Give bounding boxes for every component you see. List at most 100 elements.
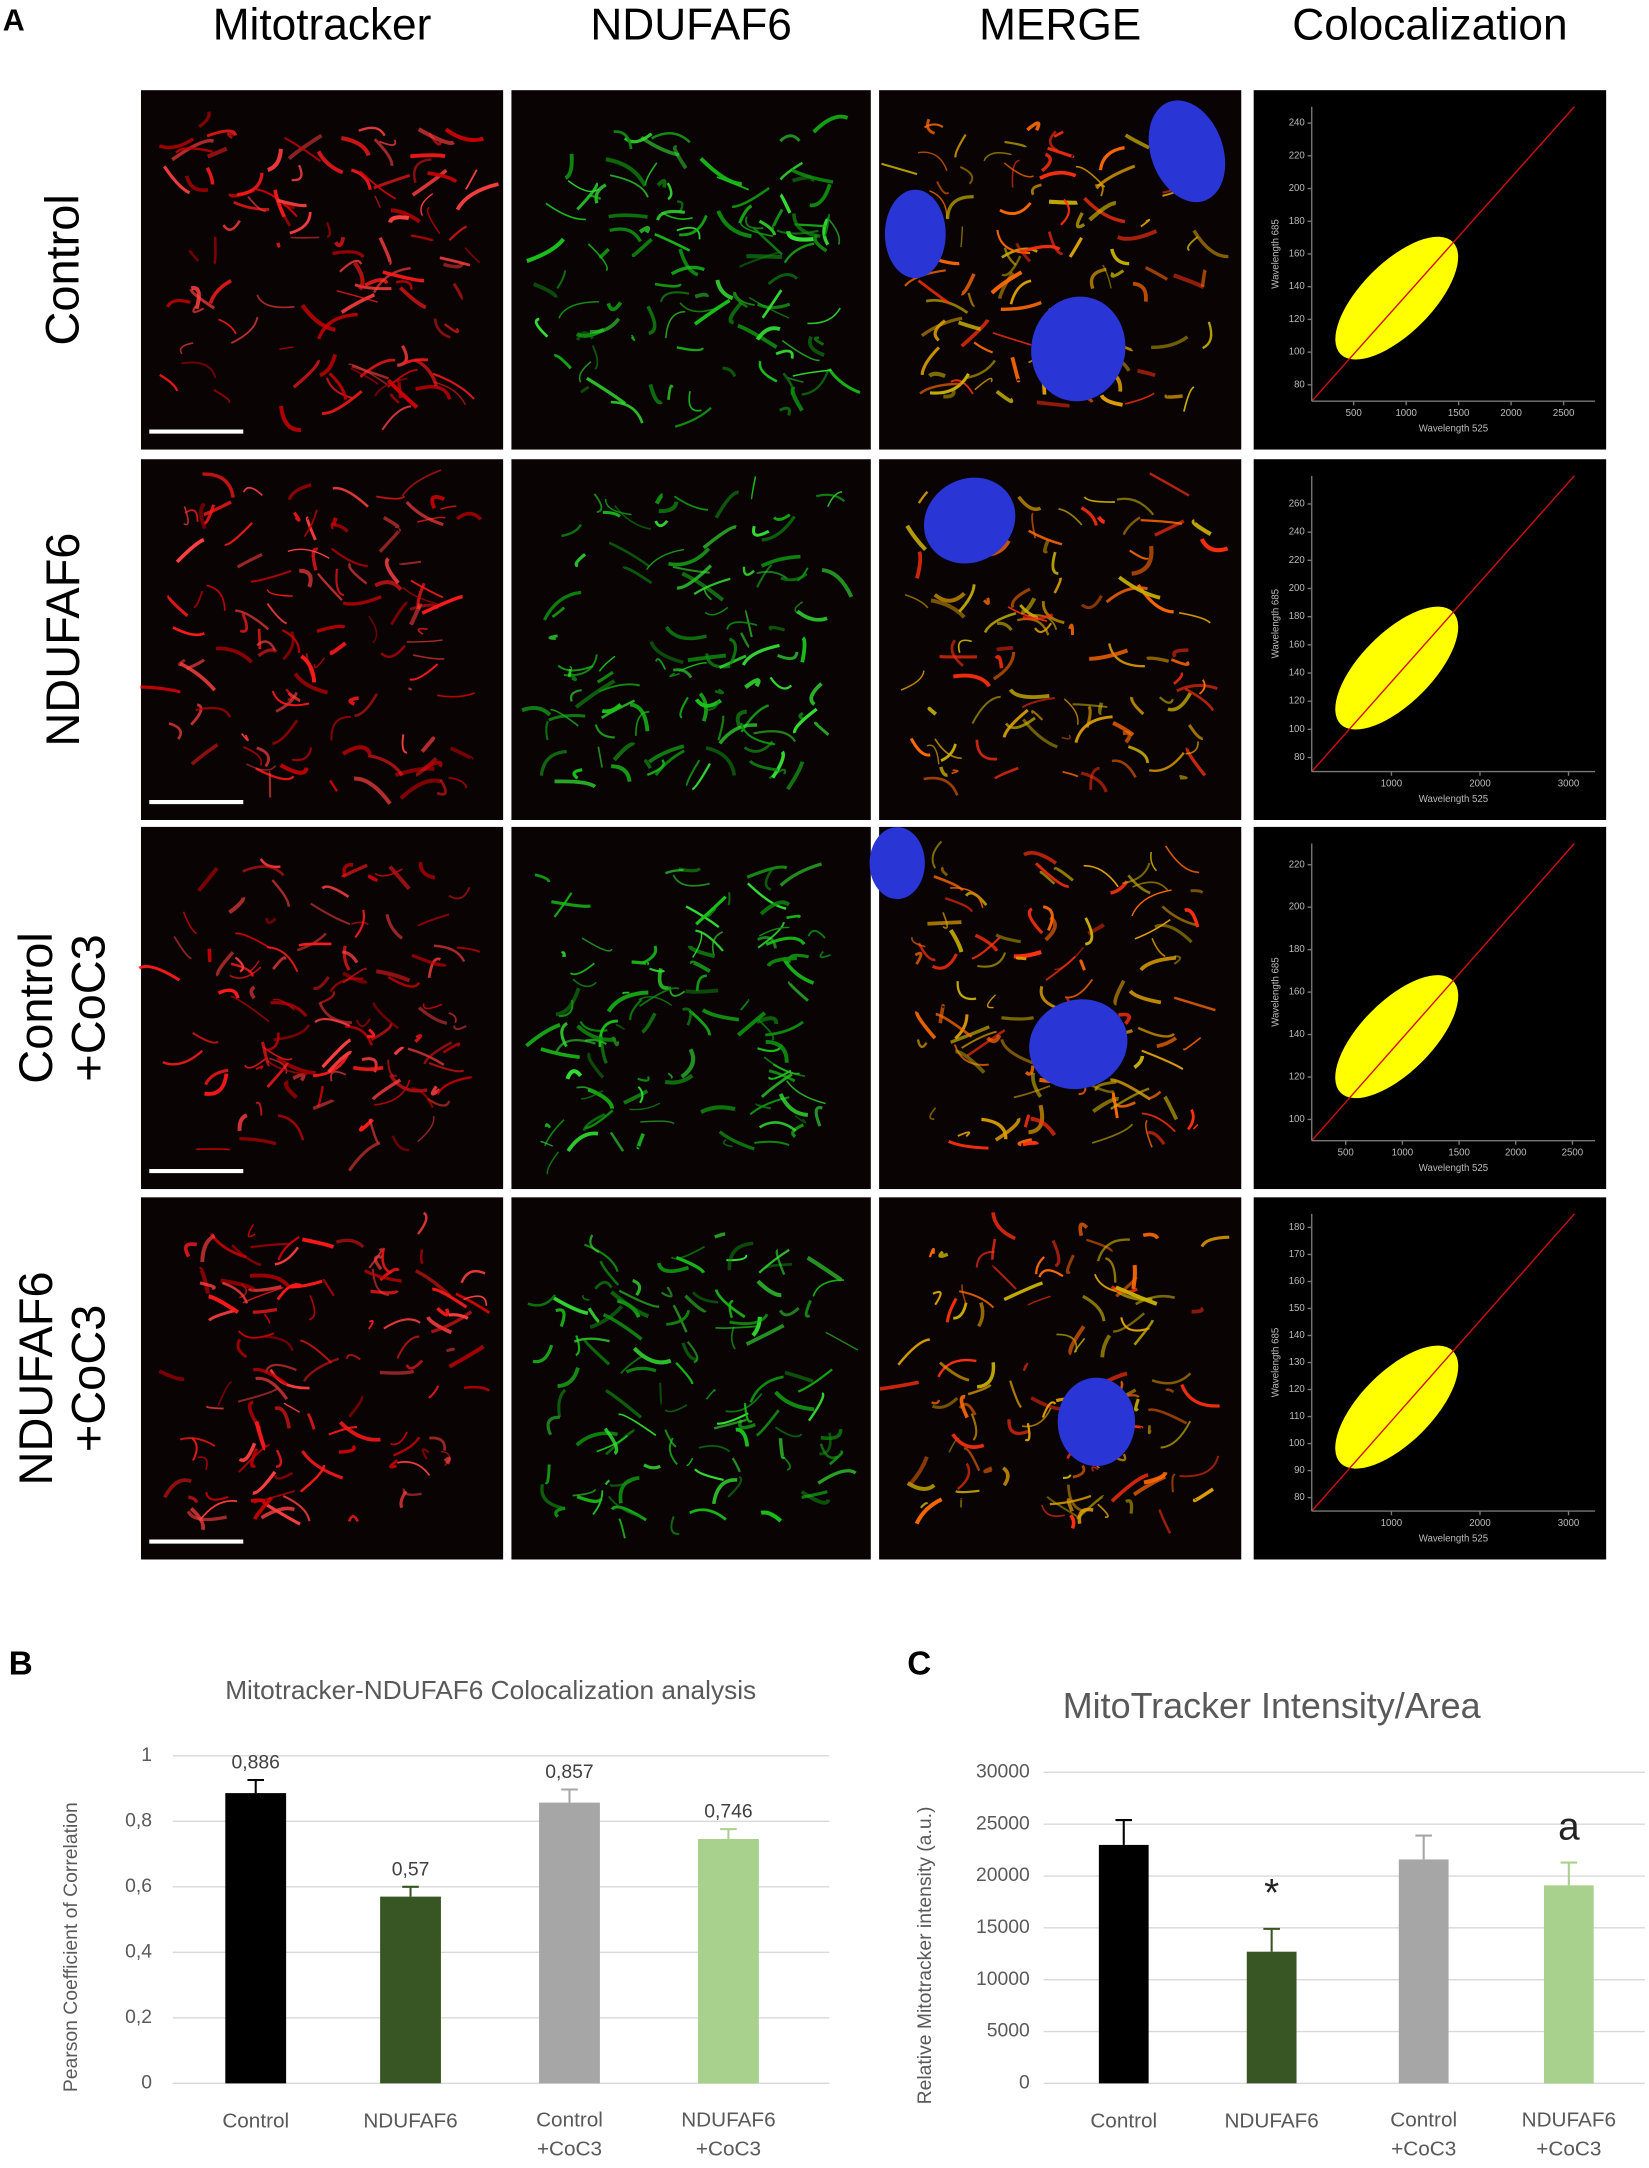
mitochondria	[1063, 698, 1079, 725]
mitochondria	[1089, 648, 1129, 661]
mitochondria	[229, 966, 262, 979]
mitochondria	[555, 1039, 596, 1053]
mitochondria	[986, 1034, 1002, 1044]
mitochondria	[396, 344, 409, 367]
mitochondria	[314, 1018, 351, 1027]
mitochondria	[546, 1415, 560, 1436]
mitochondria	[188, 250, 200, 262]
error-bar	[561, 1788, 578, 1803]
mitochondria	[945, 195, 974, 220]
mitochondria	[279, 763, 309, 775]
mitochondria	[572, 768, 583, 780]
mitochondria	[444, 127, 485, 142]
mitochondria	[463, 1295, 488, 1306]
mitochondria	[665, 310, 686, 339]
mitochondria	[403, 358, 429, 365]
mitochondria	[926, 744, 940, 765]
mitochondria	[387, 369, 418, 388]
mitochondria	[905, 524, 927, 552]
y-tick-label: 160	[1289, 639, 1305, 650]
mitochondria	[534, 873, 551, 883]
y-tick-label: 200	[1289, 583, 1305, 594]
column-header: MERGE	[979, 1, 1141, 50]
mitochondria	[582, 1294, 590, 1301]
mitochondria	[340, 293, 376, 314]
mitochondria	[622, 566, 653, 585]
mitochondria	[948, 1140, 989, 1150]
error-bar	[247, 1778, 265, 1794]
chart-title: Mitotracker-NDUFAF6 Colocalization analy…	[225, 1675, 756, 1705]
mitochondria	[327, 1050, 353, 1074]
mitochondria	[771, 750, 786, 779]
mitochondria	[350, 367, 379, 385]
mitochondria	[786, 761, 805, 791]
mitochondria	[1151, 937, 1166, 958]
mitochondria	[440, 1450, 451, 1467]
mitochondria	[1079, 959, 1086, 971]
y-tick-label: 160	[1289, 987, 1305, 998]
mitochondria	[299, 568, 313, 588]
mitochondria	[442, 1042, 461, 1054]
mitochondria	[548, 713, 586, 722]
mitochondria	[1105, 586, 1148, 604]
mitochondria	[287, 548, 330, 559]
mitochondria	[758, 1121, 797, 1132]
mitochondria	[976, 1362, 996, 1389]
mitochondria	[1041, 1401, 1057, 1418]
mitochondria	[602, 510, 621, 518]
mitochondria	[622, 991, 630, 995]
mitochondria	[1009, 1380, 1022, 1409]
mitochondria	[557, 1388, 567, 1418]
mitochondria	[334, 236, 346, 248]
mitochondria	[440, 505, 457, 511]
mitochondria	[685, 759, 701, 787]
mitochondria	[283, 1402, 300, 1413]
mitochondria	[272, 998, 295, 1011]
mitochondria	[610, 1132, 625, 1152]
mitochondria	[368, 1118, 380, 1144]
mitochondria	[292, 511, 301, 522]
mitochondria	[553, 892, 573, 918]
mitochondria	[359, 358, 396, 378]
mitochondria	[654, 282, 682, 288]
mitochondria	[319, 353, 337, 378]
bar	[698, 1838, 759, 2084]
mitochondria	[950, 1025, 990, 1044]
mitochondria	[276, 1056, 317, 1076]
mitochondria	[957, 1131, 971, 1137]
mitochondria	[1127, 874, 1151, 895]
mitochondria	[428, 1385, 440, 1399]
mitochondria	[1202, 321, 1213, 350]
y-axis-label: Wavelength 685	[1270, 1328, 1281, 1397]
mitochondria	[443, 323, 460, 334]
mitochondria	[991, 1238, 997, 1261]
mitochondria	[273, 189, 286, 218]
mitochondria	[809, 682, 823, 706]
mitochondria	[256, 746, 270, 768]
mitochondria	[448, 776, 468, 789]
mitochondria	[729, 1313, 769, 1326]
mitochondria	[206, 129, 238, 138]
mitochondria	[402, 1488, 422, 1496]
mitochondria	[931, 840, 943, 869]
mitochondria	[363, 1269, 402, 1283]
mitochondria	[767, 273, 799, 286]
mitochondria	[340, 135, 371, 157]
mitochondria	[272, 956, 287, 970]
mitochondria	[415, 385, 452, 400]
x-tick-label: NDUFAF6 +CoC3	[1522, 2109, 1616, 2161]
mitochondria	[737, 323, 778, 349]
mitochondria	[1030, 1116, 1057, 1137]
mitochondria	[955, 1489, 980, 1494]
mitochondria	[1142, 1232, 1160, 1240]
mitochondria	[734, 292, 755, 306]
mitochondria	[1056, 1333, 1078, 1350]
mitochondria	[775, 349, 794, 359]
mitochondria	[1176, 683, 1218, 693]
y-tick-label: 140	[1289, 1330, 1305, 1341]
mitochondria	[605, 1429, 636, 1456]
mitochondria	[911, 937, 926, 948]
mitochondria	[430, 495, 445, 509]
y-tick-label: 120	[1289, 1072, 1305, 1083]
